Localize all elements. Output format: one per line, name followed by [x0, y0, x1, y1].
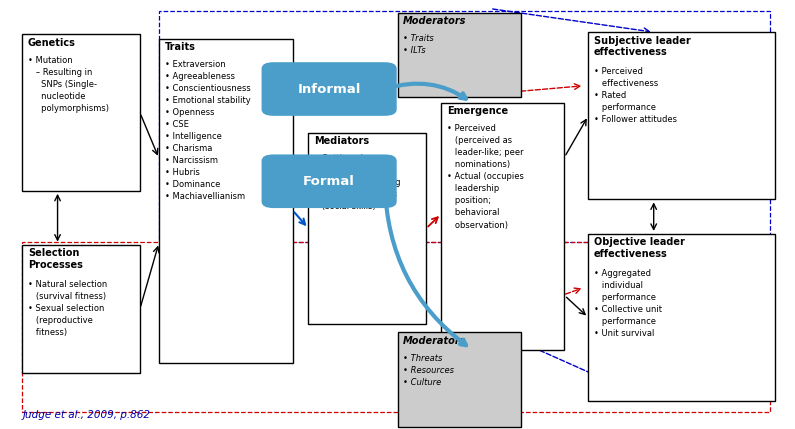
Text: Genetics: Genetics — [28, 38, 76, 48]
Text: (reproductive: (reproductive — [28, 316, 93, 325]
Text: • Unit survival: • Unit survival — [594, 329, 654, 338]
Text: • Threats: • Threats — [403, 354, 443, 363]
Text: Judge et al., 2009, p.862: Judge et al., 2009, p.862 — [22, 411, 150, 420]
Text: effectiveness: effectiveness — [594, 79, 658, 88]
FancyBboxPatch shape — [398, 332, 521, 427]
Text: Moderators: Moderators — [403, 16, 467, 26]
FancyBboxPatch shape — [588, 234, 775, 401]
Text: • Agreeableness: • Agreeableness — [165, 72, 235, 81]
Text: • Mutation: • Mutation — [28, 56, 72, 65]
Text: Formal: Formal — [303, 175, 355, 188]
Text: individual: individual — [594, 281, 643, 290]
Text: • Sexual selection: • Sexual selection — [28, 304, 104, 313]
Text: Mediators: Mediators — [314, 136, 369, 146]
Text: • CSE: • CSE — [165, 120, 188, 129]
FancyBboxPatch shape — [22, 34, 140, 191]
Text: performance: performance — [594, 293, 656, 302]
Text: • Perceived: • Perceived — [594, 67, 642, 76]
Text: • Intelligence: • Intelligence — [165, 132, 222, 141]
Text: • Natural selection: • Natural selection — [28, 280, 107, 289]
Text: • Extraversion: • Extraversion — [165, 60, 225, 69]
Text: (survival fitness): (survival fitness) — [28, 292, 106, 301]
Text: Emergence: Emergence — [447, 106, 508, 116]
Text: • Culture: • Culture — [403, 378, 441, 387]
Text: • Getting along: • Getting along — [314, 154, 379, 163]
Text: • Charisma: • Charisma — [165, 144, 212, 153]
Text: • Skills and abilities: • Skills and abilities — [314, 190, 398, 199]
Text: • Collective unit: • Collective unit — [594, 305, 662, 314]
Text: Subjective leader
effectiveness: Subjective leader effectiveness — [594, 36, 691, 57]
Text: • Providing meaning: • Providing meaning — [314, 178, 401, 187]
Text: (perceived as: (perceived as — [447, 136, 512, 145]
Text: • Follower attitudes: • Follower attitudes — [594, 115, 677, 124]
FancyBboxPatch shape — [441, 103, 564, 350]
Text: • Getting ahead: • Getting ahead — [314, 166, 382, 175]
Text: • Emotional stability: • Emotional stability — [165, 96, 250, 105]
FancyBboxPatch shape — [398, 13, 521, 97]
Text: nominations): nominations) — [447, 160, 510, 169]
Text: • Machiavellianism: • Machiavellianism — [165, 192, 245, 201]
Text: • Aggregated: • Aggregated — [594, 269, 651, 278]
FancyBboxPatch shape — [22, 245, 140, 373]
Text: leader-like; peer: leader-like; peer — [447, 148, 523, 157]
Text: Moderators: Moderators — [403, 336, 467, 346]
Text: Objective leader
effectiveness: Objective leader effectiveness — [594, 237, 684, 259]
Text: • Conscientiousness: • Conscientiousness — [165, 84, 250, 93]
Text: leadership: leadership — [447, 184, 499, 193]
Text: • Perceived: • Perceived — [447, 124, 495, 133]
FancyBboxPatch shape — [262, 62, 397, 116]
Text: fitness): fitness) — [28, 328, 67, 337]
Text: nucleotide: nucleotide — [28, 92, 85, 101]
Text: performance: performance — [594, 103, 656, 112]
Text: polymorphisms): polymorphisms) — [28, 104, 109, 113]
Text: – Resulting in: – Resulting in — [28, 68, 92, 77]
Text: • Rated: • Rated — [594, 91, 626, 100]
Text: • Traits: • Traits — [403, 34, 434, 43]
FancyBboxPatch shape — [159, 39, 293, 363]
Text: position;: position; — [447, 196, 491, 205]
Text: • Openness: • Openness — [165, 108, 214, 117]
Text: • Hubris: • Hubris — [165, 168, 200, 177]
Text: • Dominance: • Dominance — [165, 180, 220, 189]
Text: • Actual (occupies: • Actual (occupies — [447, 172, 524, 181]
FancyBboxPatch shape — [588, 32, 775, 199]
Text: • ILTs: • ILTs — [403, 46, 425, 55]
Text: behavioral: behavioral — [447, 208, 499, 218]
Text: observation): observation) — [447, 221, 508, 230]
Text: Traits: Traits — [165, 42, 196, 52]
Text: • Narcissism: • Narcissism — [165, 156, 218, 165]
Text: Selection
Processes: Selection Processes — [28, 248, 83, 269]
Text: SNPs (Single-: SNPs (Single- — [28, 80, 97, 89]
Text: performance: performance — [594, 317, 656, 326]
FancyBboxPatch shape — [262, 154, 397, 208]
FancyBboxPatch shape — [308, 133, 426, 324]
Text: (social skills): (social skills) — [314, 202, 376, 211]
Text: • Resources: • Resources — [403, 366, 454, 375]
Text: Informal: Informal — [297, 82, 361, 96]
